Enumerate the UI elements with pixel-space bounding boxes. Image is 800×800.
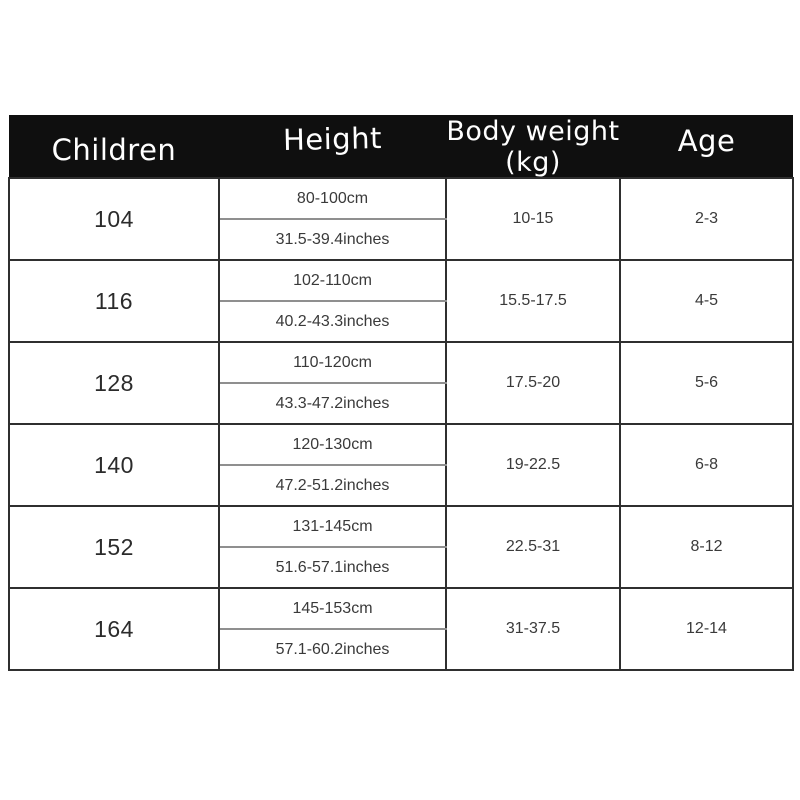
header-row: Children Height Body weight (kg) Age (9, 115, 793, 178)
table-subrow-116: 40.2-43.3inches (9, 300, 793, 343)
weight-cell: 15.5-17.5 (445, 259, 621, 343)
header-body-weight-label: Body weight (kg) (446, 116, 620, 178)
header-body-weight: Body weight (kg) (446, 115, 620, 178)
height-inches-cell: 47.2-51.2inches (218, 464, 447, 507)
height-inches-cell: 43.3-47.2inches (218, 382, 447, 425)
age-cell: 2-3 (619, 177, 794, 261)
header-children: Children (9, 115, 219, 178)
height-cm-cell: 145-153cm (218, 587, 447, 630)
size-cell: 104 (8, 177, 220, 261)
table-row-152: 152 131-145cm 22.5-31 8-12 (8, 505, 794, 589)
size-chart-table: Children Height Body weight (kg) Age 104… (8, 115, 794, 671)
header-height: Height (219, 115, 446, 178)
height-inches-cell: 31.5-39.4inches (218, 218, 447, 261)
age-cell: 5-6 (619, 341, 794, 425)
height-cm-cell: 102-110cm (218, 259, 447, 302)
height-inches-cell: 40.2-43.3inches (218, 300, 447, 343)
header-height-label: Height (282, 120, 383, 158)
header-age-label: Age (677, 124, 736, 158)
size-cell: 140 (8, 423, 220, 507)
weight-cell: 22.5-31 (445, 505, 621, 589)
age-cell: 6-8 (619, 423, 794, 507)
table-row-128: 128 110-120cm 17.5-20 5-6 (8, 341, 794, 425)
weight-cell: 31-37.5 (445, 587, 621, 671)
size-cell: 128 (8, 341, 220, 425)
table-row-116: 116 102-110cm 15.5-17.5 4-5 (8, 259, 794, 343)
age-cell: 4-5 (619, 259, 794, 343)
height-cm-cell: 110-120cm (218, 341, 447, 384)
table-subrow-152: 51.6-57.1inches (9, 546, 793, 589)
table-row-140: 140 120-130cm 19-22.5 6-8 (8, 423, 794, 507)
table-row-104: 104 80-100cm 10-15 2-3 (8, 177, 794, 261)
table-subrow-128: 43.3-47.2inches (9, 382, 793, 425)
weight-cell: 17.5-20 (445, 341, 621, 425)
size-cell: 116 (8, 259, 220, 343)
size-cell: 164 (8, 587, 220, 671)
height-cm-cell: 131-145cm (218, 505, 447, 548)
height-cm-cell: 80-100cm (218, 177, 447, 220)
height-inches-cell: 57.1-60.2inches (218, 628, 447, 671)
table-subrow-140: 47.2-51.2inches (9, 464, 793, 507)
age-cell: 8-12 (619, 505, 794, 589)
header-age: Age (620, 115, 793, 178)
weight-cell: 19-22.5 (445, 423, 621, 507)
table-subrow-104: 31.5-39.4inches (9, 218, 793, 261)
table-row-164: 164 145-153cm 31-37.5 12-14 (8, 587, 794, 671)
age-cell: 12-14 (619, 587, 794, 671)
weight-cell: 10-15 (445, 177, 621, 261)
table-subrow-164: 57.1-60.2inches (9, 628, 793, 671)
height-inches-cell: 51.6-57.1inches (218, 546, 447, 589)
size-cell: 152 (8, 505, 220, 589)
height-cm-cell: 120-130cm (218, 423, 447, 466)
header-children-label: Children (51, 133, 177, 167)
